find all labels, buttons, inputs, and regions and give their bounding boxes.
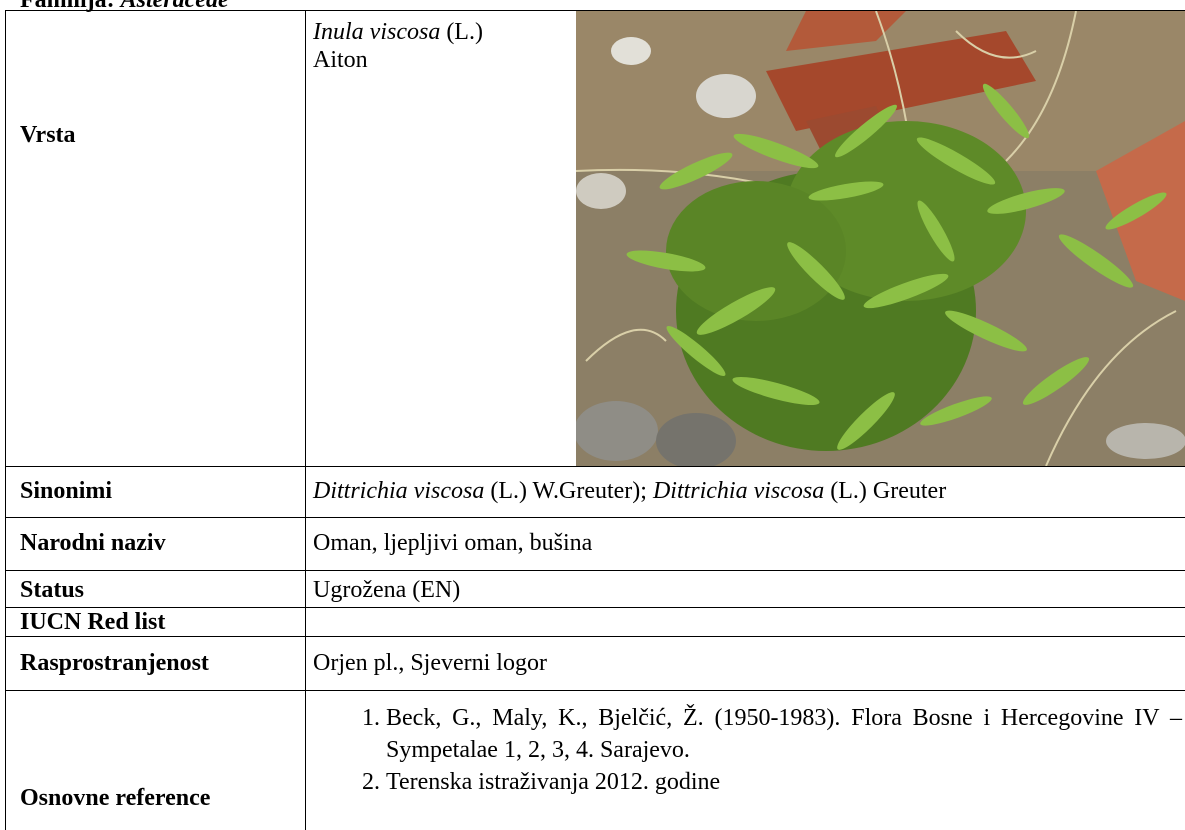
row-label: Vrsta xyxy=(20,122,76,148)
row-label: Narodni naziv xyxy=(20,530,166,556)
table-border xyxy=(305,10,306,830)
table-border xyxy=(5,636,1185,637)
photo-stone xyxy=(576,401,658,461)
species-author: (L.) Aiton xyxy=(313,19,483,73)
photo-stone xyxy=(611,37,651,65)
synonyms-value: Dittrichia viscosa (L.) W.Greuter); Ditt… xyxy=(313,477,946,505)
synonym-name: Dittrichia viscosa xyxy=(652,478,825,504)
reference-list: Beck, G., Maly, K., Bjelčić, Ž. (1950-19… xyxy=(306,702,1182,798)
table-border xyxy=(5,517,1185,518)
table-border xyxy=(5,690,1185,691)
photo-tile xyxy=(786,11,906,51)
row-label: Osnovne reference xyxy=(20,785,211,811)
photo-tile xyxy=(766,31,1036,131)
row-value: Oman, ljepljivi oman, bušina xyxy=(313,530,593,556)
photo-stone xyxy=(696,74,756,118)
plant-photo xyxy=(576,11,1185,466)
photo-stone xyxy=(656,413,736,466)
table-border xyxy=(5,10,6,830)
row-value: Orjen pl., Sjeverni logor xyxy=(313,650,547,676)
row-label: IUCN Red list xyxy=(20,609,166,635)
page: {"header": {"label": "Familija:", "value… xyxy=(0,0,1185,810)
table-border xyxy=(5,466,1185,467)
photo-leaves xyxy=(626,83,1167,450)
row-label: Sinonimi xyxy=(20,478,113,504)
row-label: Status xyxy=(20,577,85,603)
table-border xyxy=(5,607,1185,608)
family-value: Asteraceae xyxy=(120,0,229,13)
table-border xyxy=(5,570,1185,571)
family-label: Familija: xyxy=(20,0,115,13)
synonym-author: (L.) Greuter xyxy=(830,478,947,504)
species-value: Inula viscosa (L.) Aiton xyxy=(313,18,513,74)
photo-stone xyxy=(1106,423,1185,459)
photo-stone xyxy=(576,173,626,209)
synonym-author: (L.) W.Greuter); xyxy=(490,478,647,504)
synonym-name: Dittrichia viscosa xyxy=(313,478,485,504)
row-value: Ugrožena (EN) xyxy=(313,577,461,603)
table-border xyxy=(5,10,1185,11)
species-name: Inula viscosa xyxy=(313,19,441,45)
reference-item: Beck, G., Maly, K., Bjelčić, Ž. (1950-19… xyxy=(386,702,1182,766)
family-header: Familija: Asteraceae xyxy=(20,0,229,14)
row-label: Rasprostranjenost xyxy=(20,650,209,676)
document: Familija: Asteraceae Vrsta Inula viscosa… xyxy=(0,0,1185,810)
reference-item: Terenska istraživanja 2012. godine xyxy=(386,766,1182,798)
